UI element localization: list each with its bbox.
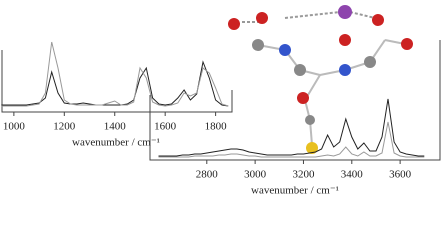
x-tick-label: 3600 bbox=[389, 169, 412, 181]
x-tick-label: 1200 bbox=[53, 121, 76, 133]
spectrum-line bbox=[1, 41, 229, 107]
x-tick-label: 1000 bbox=[3, 121, 26, 133]
x-tick-label: 3000 bbox=[244, 169, 267, 181]
x-axis-label: wavenumber / cm⁻¹ bbox=[251, 185, 339, 197]
spectrum-line bbox=[158, 98, 425, 157]
x-tick-label: 1400 bbox=[104, 121, 127, 133]
axis-frame bbox=[1, 50, 233, 113]
x-tick-label: 3200 bbox=[292, 169, 315, 181]
axis-frame bbox=[149, 40, 441, 161]
spectrum-line bbox=[158, 121, 425, 158]
figure: 1000 1200 1400 1600 1800 wavenumber / cm⁻¹ 280… bbox=[1, 5, 441, 197]
molecule bbox=[228, 5, 413, 154]
x-tick-label: 1600 bbox=[154, 121, 177, 133]
x-tick-label: 2800 bbox=[196, 169, 219, 181]
x-tick-label: 1800 bbox=[205, 121, 228, 133]
x-axis-label: wavenumber / cm⁻¹ bbox=[72, 137, 160, 149]
x-tick-label: 3400 bbox=[341, 169, 364, 181]
spectrum-line bbox=[1, 60, 229, 107]
